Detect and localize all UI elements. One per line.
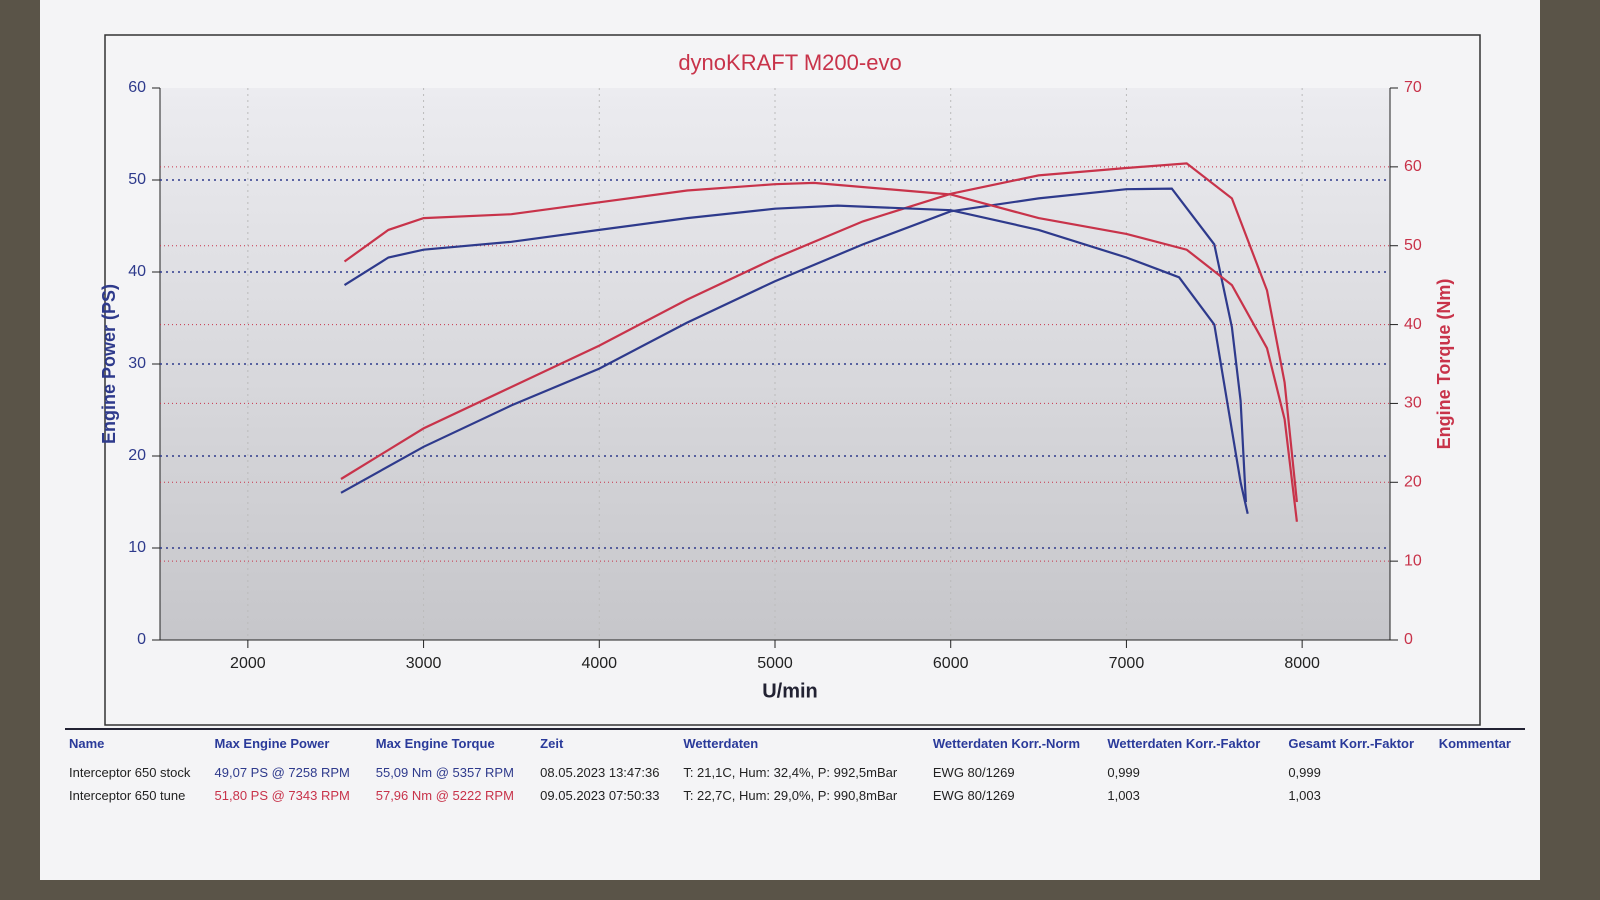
column-header: Zeit <box>540 736 564 751</box>
table-cell: 1,003 <box>1288 788 1321 803</box>
y-tick-label: 30 <box>128 355 146 372</box>
y-axis-label: Engine Power (PS) <box>99 284 119 444</box>
column-header: Wetterdaten Korr.-Faktor <box>1107 736 1261 751</box>
table-row: Interceptor 650 stock 49,07 PS @ 7258 RPM… <box>65 761 1525 784</box>
x-tick-label: 8000 <box>1284 655 1320 672</box>
y-tick-label: 60 <box>128 79 146 96</box>
table-cell: 49,07 PS @ 7258 RPM <box>214 765 350 780</box>
y2-tick-label: 50 <box>1404 237 1422 254</box>
table-cell: T: 21,1C, Hum: 32,4%, P: 992,5mBar <box>683 765 898 780</box>
table-cell: 08.05.2023 13:47:36 <box>540 765 660 780</box>
table-cell: 57,96 Nm @ 5222 RPM <box>375 788 514 803</box>
y2-tick-label: 20 <box>1404 474 1422 491</box>
column-header: Wetterdaten <box>683 736 759 751</box>
chart-title: dynoKRAFT M200-evo <box>678 50 901 75</box>
table-cell: 1,003 <box>1107 788 1140 803</box>
column-header: Name <box>69 736 105 751</box>
y2-tick-label: 40 <box>1404 316 1422 333</box>
table-cell: T: 22,7C, Hum: 29,0%, P: 990,8mBar <box>683 788 898 803</box>
y2-tick-label: 10 <box>1404 552 1422 569</box>
x-tick-label: 3000 <box>406 655 442 672</box>
x-tick-label: 5000 <box>757 655 793 672</box>
y-tick-label: 20 <box>128 447 146 464</box>
table-cell: 55,09 Nm @ 5357 RPM <box>375 765 514 780</box>
table-cell-empty <box>1435 761 1525 784</box>
table-cell: 09.05.2023 07:50:33 <box>540 788 660 803</box>
y2-tick-label: 0 <box>1404 631 1413 648</box>
y-tick-label: 0 <box>137 631 146 648</box>
table-cell-empty <box>1435 784 1525 807</box>
y-tick-label: 10 <box>128 539 146 556</box>
column-header: Kommentar <box>1438 736 1511 751</box>
x-tick-label: 6000 <box>933 655 969 672</box>
results-table: Name Max Engine Power Max Engine Torque Zei… <box>65 728 1525 807</box>
y2-axis-label: Engine Torque (Nm) <box>1434 279 1454 450</box>
table-cell: Interceptor 650 stock <box>69 765 191 780</box>
y-tick-label: 50 <box>128 171 146 188</box>
table-row: Interceptor 650 tune 51,80 PS @ 7343 RPM 5… <box>65 784 1525 807</box>
y-tick-label: 40 <box>128 263 146 280</box>
table-cell: EWG 80/1269 <box>932 765 1015 780</box>
frame <box>104 34 1481 726</box>
table-cell: Interceptor 650 tune <box>69 788 186 803</box>
table-cell: 0,999 <box>1288 765 1321 780</box>
y2-tick-label: 60 <box>1404 158 1422 175</box>
y2-tick-label: 70 <box>1404 79 1422 96</box>
column-header: Max Engine Torque <box>375 736 495 751</box>
column-header: Wetterdaten Korr.-Norm <box>932 736 1081 751</box>
table-cell: 51,80 PS @ 7343 RPM <box>214 788 350 803</box>
power-torque-curve <box>343 204 1249 515</box>
table-header: Name Max Engine Power Max Engine Torque Zei… <box>65 729 1525 761</box>
column-header: Gesamt Korr.-Faktor <box>1288 736 1415 751</box>
x-tick-label: 4000 <box>581 655 617 672</box>
x-tick-label: 2000 <box>230 655 266 672</box>
power-torque-curve <box>343 181 1298 522</box>
table-cell: 0,999 <box>1107 765 1140 780</box>
y2-tick-label: 30 <box>1404 395 1422 412</box>
column-header: Max Engine Power <box>214 736 330 751</box>
table-cell: EWG 80/1269 <box>932 788 1015 803</box>
x-tick-label: 7000 <box>1109 655 1145 672</box>
x-axis-label: U/min <box>762 680 818 702</box>
